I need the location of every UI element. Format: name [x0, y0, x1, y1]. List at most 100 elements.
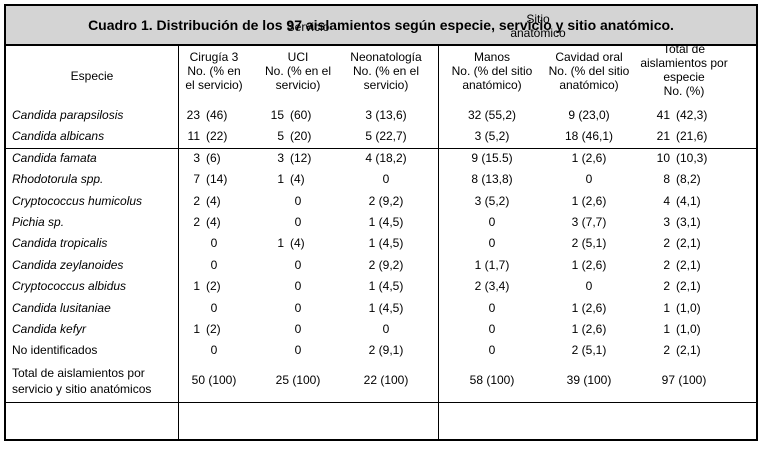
cell-value: 3 (13,6) — [365, 108, 407, 122]
cell-count: 2 — [193, 215, 200, 229]
cell-value: 1 (4,5) — [368, 236, 404, 250]
cell-value: 0 — [210, 343, 218, 357]
cell-value: 18 (46,1) — [564, 129, 614, 143]
cell-percent: (4) — [206, 194, 221, 208]
cell-value: 1 (2,6) — [571, 322, 607, 336]
cell-value: 32 (55,2) — [467, 108, 517, 122]
cell-count: 3 — [277, 151, 284, 165]
cell-value: 1 (4,5) — [368, 301, 404, 315]
cell-value: 0 — [488, 215, 496, 229]
cell-count: 41 — [656, 108, 670, 122]
cell-percent: (22) — [206, 129, 228, 143]
total-divider — [6, 402, 756, 403]
cell-value: 2 (5,1) — [571, 236, 607, 250]
cell-value: 3 (7,7) — [571, 215, 607, 229]
total-value: 25 (100) — [275, 373, 321, 387]
cell-count: 1 — [277, 172, 284, 186]
cell-value: 3 (5,2) — [474, 194, 510, 208]
cell-count: 11 — [187, 129, 200, 143]
species-name: Candida parapsilosis — [12, 108, 124, 122]
cell-count: 1 — [663, 301, 670, 315]
species-name: Candida kefyr — [12, 322, 87, 336]
cell-value: 0 — [382, 322, 390, 336]
cell-value: 0 — [210, 236, 218, 250]
cell-value: 0 — [585, 172, 593, 186]
cell-percent: (6) — [206, 151, 221, 165]
cell-value: 0 — [294, 322, 302, 336]
cell-value: 0 — [294, 279, 302, 293]
cell-value: 2 (5,1) — [571, 343, 607, 357]
cell-count: 2 — [663, 258, 670, 272]
cell-count: 3 — [193, 151, 200, 165]
cell-value: 1 (4,5) — [368, 279, 404, 293]
column-divider — [438, 46, 439, 439]
cell-percent: (2,1) — [676, 258, 701, 272]
cell-value: 0 — [488, 236, 496, 250]
cell-value: 0 — [488, 343, 496, 357]
column-header: Neonatología No. (% en el servicio) — [350, 50, 422, 92]
header-divider — [6, 148, 756, 149]
total-value: 22 (100) — [363, 373, 409, 387]
total-value: 50 (100) — [191, 373, 237, 387]
cell-percent: (21,6) — [676, 129, 708, 143]
species-name: Candida lusitaniae — [12, 301, 111, 315]
table-title: Cuadro 1. Distribución de los 97 aislami… — [6, 6, 756, 46]
total-value: 97 (100) — [661, 373, 707, 387]
cell-count: 10 — [656, 151, 670, 165]
cell-count: 23 — [186, 108, 200, 122]
column-header: Manos No. (% del sitio anatómico) — [451, 50, 533, 92]
column-header: Cirugía 3 No. (% en el servicio) — [185, 50, 243, 92]
cell-count: 21 — [656, 129, 670, 143]
cell-percent: (20) — [290, 129, 312, 143]
cell-percent: (46) — [206, 108, 228, 122]
cell-value: 1 (2,6) — [571, 194, 607, 208]
table-frame: Cuadro 1. Distribución de los 97 aislami… — [4, 4, 758, 441]
cell-value: 1 (2,6) — [571, 151, 607, 165]
total-value: 39 (100) — [566, 373, 612, 387]
species-name: Rhodotorula spp. — [12, 172, 104, 186]
cell-count: 1 — [193, 279, 200, 293]
column-divider — [178, 46, 179, 439]
column-header: Cavidad oral No. (% del sitio anatómico) — [548, 50, 630, 92]
cell-count: 8 — [663, 172, 670, 186]
cell-count: 2 — [193, 194, 200, 208]
cell-count: 5 — [277, 129, 284, 143]
species-name: Cryptococcus albidus — [12, 279, 127, 293]
cell-percent: (1,0) — [676, 301, 701, 315]
cell-value: 9 (15.5) — [471, 151, 513, 165]
especie-header: Especie — [70, 69, 114, 83]
cell-value: 0 — [294, 301, 302, 315]
cell-count: 7 — [193, 172, 200, 186]
sitio-group-header: Sitio anatómico — [510, 12, 566, 40]
cell-value: 2 (9,2) — [368, 194, 404, 208]
cell-percent: (2,1) — [676, 236, 701, 250]
cell-value: 0 — [585, 279, 593, 293]
cell-value: 1 (2,6) — [571, 301, 607, 315]
cell-value: 5 (22,7) — [365, 129, 407, 143]
total-label: Total de aislamientos por servicio y sit… — [12, 366, 152, 396]
cell-percent: (12) — [290, 151, 312, 165]
cell-percent: (4) — [290, 172, 305, 186]
species-name: Candida albicans — [12, 129, 105, 143]
cell-value: 0 — [210, 258, 218, 272]
cell-percent: (10,3) — [676, 151, 708, 165]
cell-count: 4 — [663, 194, 670, 208]
cell-value: 1 (2,6) — [571, 258, 607, 272]
cell-percent: (2) — [206, 322, 221, 336]
cell-percent: (14) — [206, 172, 228, 186]
total-value: 58 (100) — [469, 373, 515, 387]
cell-count: 1 — [277, 236, 284, 250]
cell-count: 2 — [663, 236, 670, 250]
cell-value: 8 (13,8) — [471, 172, 513, 186]
cell-value: 0 — [294, 215, 302, 229]
cell-value: 1 (4,5) — [368, 215, 404, 229]
species-name: Candida tropicalis — [12, 236, 108, 250]
cell-value: 0 — [210, 301, 218, 315]
cell-count: 2 — [663, 279, 670, 293]
species-name: Candida famata — [12, 151, 97, 165]
cell-value: 1 (1,7) — [474, 258, 510, 272]
cell-value: 0 — [488, 301, 496, 315]
cell-count: 1 — [193, 322, 200, 336]
species-name: Pichia sp. — [12, 215, 65, 229]
cell-count: 15 — [270, 108, 284, 122]
